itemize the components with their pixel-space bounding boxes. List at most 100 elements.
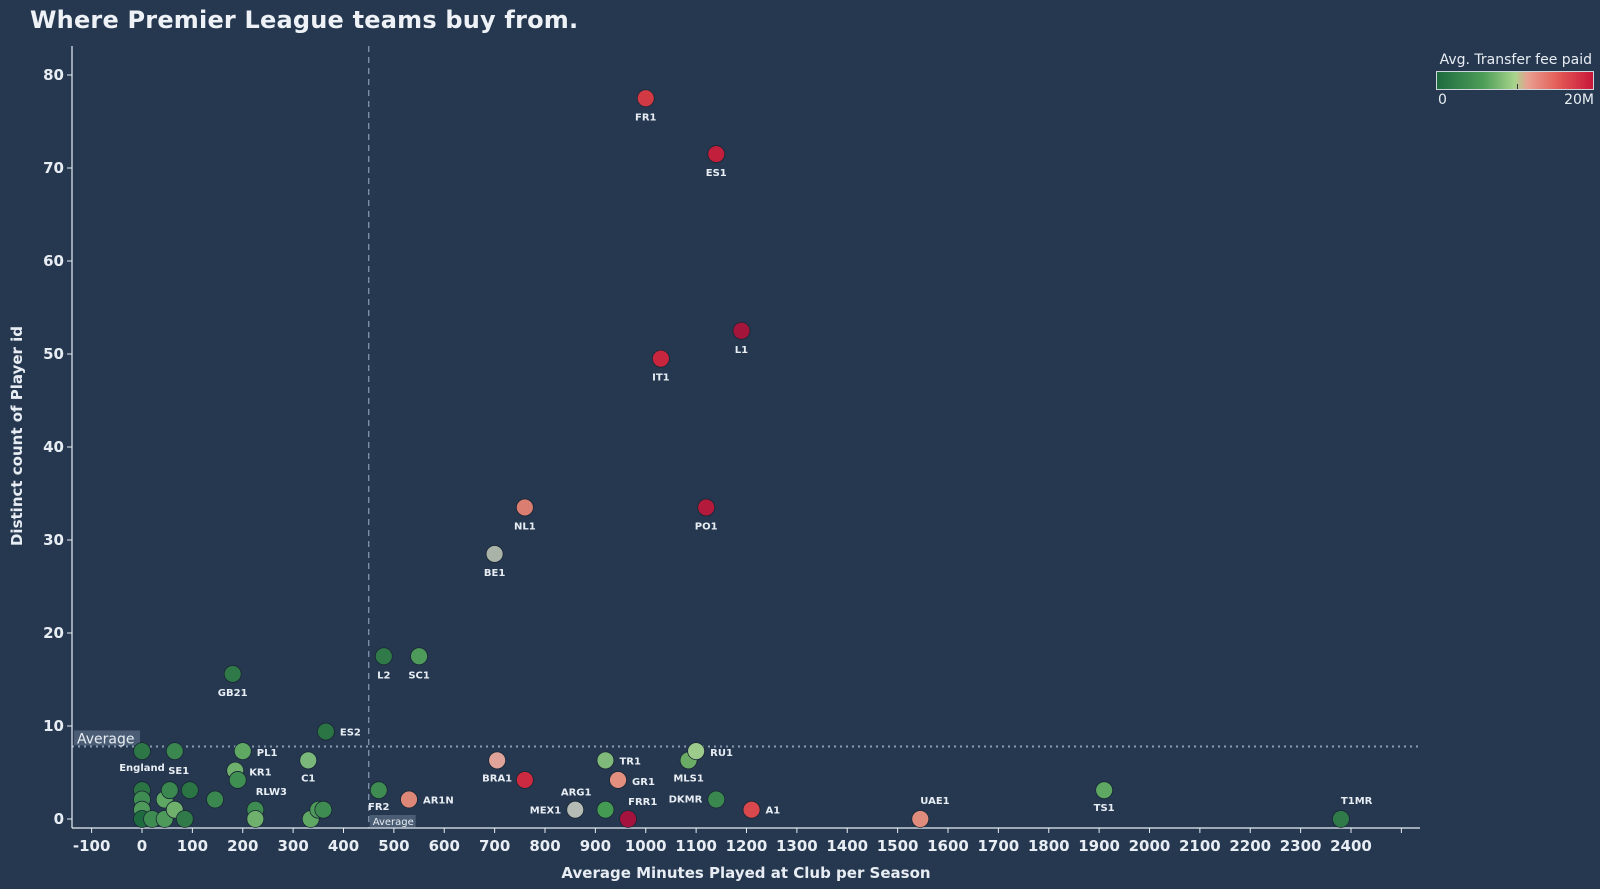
x-tick-label: 2400 [1330,837,1372,855]
average-x-label: Average [373,817,414,828]
y-tick-label: 0 [54,810,64,828]
x-tick-label: 700 [479,837,510,855]
point-labels: FR1 ES1 L1 IT1 NL1 PO1 BE1 L2 SC1 GB21 ES2 England S… [119,112,1372,816]
point-label: A1 [766,806,781,817]
data-point [206,790,224,809]
data-point [410,647,428,666]
x-tick-label: 1700 [978,837,1020,855]
data-point [160,781,179,800]
reference-lines: Average Average [72,46,1420,828]
data-point [175,810,194,828]
x-tick-label: 1900 [1078,837,1120,855]
point-label: KR1 [249,768,271,779]
data-point [732,321,751,340]
x-tick-label: 300 [277,837,308,855]
legend-color-bar [1436,71,1594,90]
data-point [1095,781,1114,800]
point-label: IT1 [652,373,670,384]
data-point [636,89,655,108]
point-label: FR1 [635,112,657,123]
point-label: GB21 [218,688,248,699]
data-point [687,742,706,761]
y-tick-label: 40 [43,438,64,456]
data-point [223,665,242,683]
point-label: AR1N [423,795,454,806]
x-tick-label: 2200 [1229,837,1271,855]
legend-min-label: 0 [1438,92,1447,108]
x-tick-label: 200 [227,837,258,855]
y-tick-label: 50 [43,345,64,363]
point-label: BRA1 [482,773,512,784]
y-tick-label: 30 [43,531,64,549]
point-label: TS1 [1094,803,1115,814]
x-tick-label: 800 [529,837,560,855]
x-tick-label: 400 [328,837,359,855]
y-tick-label: 80 [43,66,64,84]
data-points [133,89,1350,828]
point-label: England [119,763,165,774]
x-tick-label: 1300 [776,837,818,855]
average-y-label: Average [77,731,135,747]
data-point [246,810,265,828]
point-label: MEX1 [530,806,561,817]
data-point [180,781,199,800]
point-label: ARG1 [561,788,592,799]
x-tick-label: 2300 [1280,837,1322,855]
data-point [596,751,615,770]
x-tick-label: 1500 [877,837,919,855]
point-label: L1 [735,345,748,356]
chart-title: Where Premier League teams buy from. [30,6,579,34]
data-point [707,790,726,809]
data-point [651,349,670,368]
color-legend: Avg. Transfer fee paid 0 20M [1430,52,1598,110]
data-point [485,545,504,563]
average-x-label-bg [369,815,416,827]
point-label: NL1 [514,521,536,532]
point-label: RLW3 [256,787,287,798]
average-y-label-bg [74,730,140,746]
data-point [1332,810,1350,828]
point-label: SE1 [168,766,189,777]
point-label: L2 [377,670,390,681]
x-tick-label: 100 [177,837,208,855]
data-point [400,790,418,809]
y-tick-label: 10 [43,717,64,735]
data-point [707,145,726,163]
legend-max-label: 20M [1564,92,1594,108]
axes: -100 0 100 200 300 400 500 600 700 800 900 1000 1100… [8,46,1420,882]
x-axis-label: Average Minutes Played at Club per Seaso… [561,864,930,882]
x-tick-label: 0 [137,837,147,855]
x-tick-label: 1800 [1028,837,1070,855]
point-label: MLS1 [673,773,704,784]
data-point [299,751,318,770]
x-tick-label: 1200 [726,837,768,855]
y-axis-label: Distinct count of Player id [8,326,26,546]
data-point [369,781,388,800]
data-point [488,751,507,770]
data-point [316,722,335,741]
x-tick-label: 1400 [826,837,868,855]
data-point [515,771,534,789]
point-label: PO1 [695,521,718,532]
point-label: ES2 [340,728,361,739]
point-label: DKMR [669,794,703,805]
data-point [619,810,638,828]
data-point [566,800,585,819]
x-tick-label: 1600 [927,837,969,855]
x-tick-label: 1100 [675,837,717,855]
point-label: ES1 [706,168,727,179]
data-point [596,800,615,819]
legend-title: Avg. Transfer fee paid [1439,52,1592,68]
point-label: BE1 [484,568,505,579]
data-point [609,771,627,789]
x-tick-label: 900 [580,837,611,855]
legend-tick [1517,84,1518,89]
data-point [374,647,393,666]
data-point [228,771,247,789]
x-tick-label: 500 [378,837,409,855]
y-tick-label: 20 [43,624,64,642]
data-point [314,800,333,819]
point-label: PL1 [257,748,278,759]
point-label: C1 [301,773,315,784]
